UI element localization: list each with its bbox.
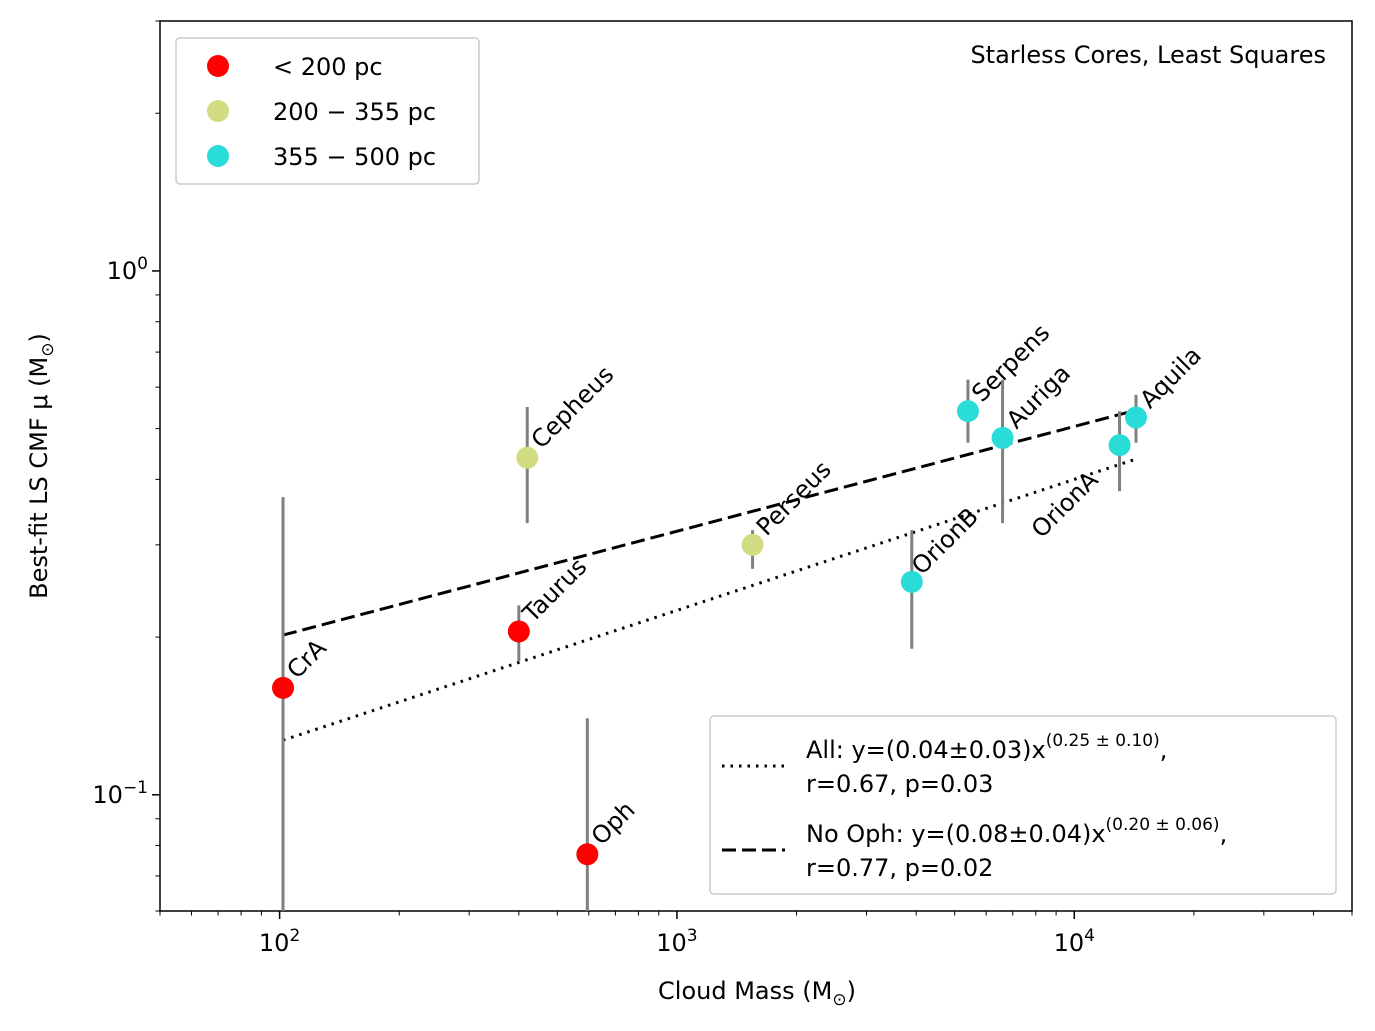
fit-lines — [282, 408, 1137, 742]
data-point-aquila — [1124, 406, 1147, 429]
point-label-oph: Oph — [586, 796, 641, 851]
legend-marker-near — [207, 55, 229, 77]
point-label-aquila: Aquila — [1134, 341, 1206, 413]
plot-frame — [159, 20, 1353, 912]
legends: < 200 pc 200 − 355 pc 355 − 500 pc All: y=(… — [175, 37, 1337, 895]
legend-fits-box — [709, 715, 1337, 895]
data-point-cepheus — [516, 446, 539, 469]
y-tick-label: 100 — [107, 254, 148, 285]
data-point-oriona — [1108, 434, 1131, 457]
legend-fit-equation: All: y=(0.04±0.03)x(0.25 ± 0.10), — [806, 731, 1167, 764]
legend-fit-equation: No Oph: y=(0.08±0.04)x(0.20 ± 0.06), — [806, 815, 1227, 848]
legend-marker-far — [207, 145, 229, 167]
point-label-orionb: OrionB — [906, 502, 984, 580]
x-tick-label: 104 — [1054, 926, 1095, 957]
data-points — [272, 400, 1147, 866]
data-point-perseus — [741, 533, 764, 556]
point-label-cepheus: Cepheus — [526, 360, 620, 454]
x-tick-label: 103 — [656, 926, 697, 957]
y-axis-title: Best-fit LS CMF μ (M⊙) — [25, 333, 58, 599]
data-point-serpens — [956, 400, 979, 423]
data-point-oph — [576, 843, 599, 866]
chart-annotation: Starless Cores, Least Squares — [970, 41, 1326, 69]
legend-marker-mid — [207, 100, 229, 122]
fit-line-no-oph — [282, 408, 1137, 637]
fit-line-all — [282, 457, 1137, 742]
data-point-taurus — [507, 620, 530, 643]
point-label-perseus: Perseus — [751, 455, 837, 541]
legend-label-far: 355 − 500 pc — [273, 143, 436, 171]
legend-fit-stats: r=0.77, p=0.02 — [806, 854, 993, 882]
y-tick-label: 10−1 — [92, 778, 148, 809]
point-label-oriona: OrionA — [1026, 465, 1104, 543]
legend-fit-stats: r=0.67, p=0.03 — [806, 770, 993, 798]
data-point-auriga — [991, 426, 1014, 449]
point-label-cra: CrA — [281, 633, 332, 684]
data-point-orionb — [900, 570, 923, 593]
x-tick-label: 102 — [259, 926, 300, 957]
axes-layer: 102 103 104 100 10−1 — [92, 20, 1353, 957]
data-point-cra — [272, 676, 295, 699]
legend-groups-box — [175, 37, 480, 185]
legend-label-near: < 200 pc — [273, 53, 383, 81]
legend-label-mid: 200 − 355 pc — [273, 98, 436, 126]
x-axis-title: Cloud Mass (M⊙) — [658, 977, 856, 1010]
